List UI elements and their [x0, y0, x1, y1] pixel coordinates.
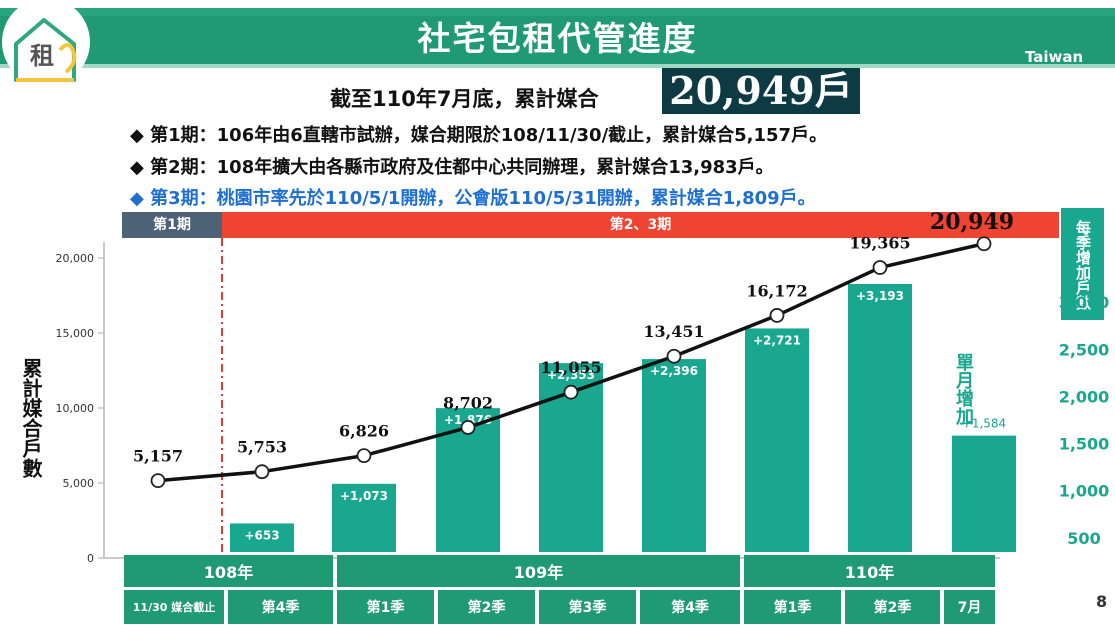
bullet-marker: ◆	[130, 125, 144, 146]
total-highlight: 20,949戶	[669, 68, 853, 113]
bullet-marker: ◆	[130, 188, 144, 209]
left-tick-label-0: 0	[87, 552, 94, 565]
year-label-110: 110年	[744, 555, 995, 587]
line-label-1: 5,753	[237, 438, 287, 457]
right-tick-label-2: 1,500	[1059, 435, 1110, 454]
right-tick-label-1: 1,000	[1059, 482, 1110, 501]
x-label-109-q1: 第1季	[337, 590, 434, 624]
bullet-text: 第3期：桃園市率先於110/5/1開辦，公會版110/5/31開辦，累計媒合1,…	[150, 188, 816, 209]
line-point-8	[976, 236, 992, 252]
right-axis-header	[1061, 208, 1104, 320]
line-point-1	[254, 464, 270, 480]
line-point-2	[356, 448, 372, 464]
line-label-8: 20,949	[930, 209, 1014, 235]
bar-6	[745, 328, 809, 552]
right-tick-label-0: 500	[1067, 529, 1100, 548]
bar-label-1: +653	[244, 528, 279, 542]
line-label-3: 8,702	[443, 393, 493, 412]
line-point-5	[666, 348, 682, 364]
bullet-phase3: ◆ 第3期：桃園市率先於110/5/1開辦，公會版110/5/31開辦，累計媒合…	[130, 184, 816, 210]
phase1-bar: 第1期	[122, 212, 222, 238]
right-tick-label-3: 2,000	[1059, 387, 1110, 406]
subtitle: 截至110年7月底，累計媒合	[330, 87, 599, 111]
left-tick-label-3: 15,000	[56, 327, 95, 340]
year-label-108: 108年	[124, 555, 333, 587]
x-label-110-q2: 第2季	[845, 590, 940, 624]
left-tick-label-4: 20,000	[56, 252, 95, 265]
line-point-6	[769, 308, 785, 323]
title-band	[0, 8, 1115, 64]
bar-2	[332, 483, 396, 552]
x-label-108-q4: 第4季	[228, 590, 333, 624]
brand-text: Taiwan	[1025, 48, 1084, 66]
line-point-0	[150, 473, 166, 489]
line-label-6: 16,172	[746, 281, 807, 300]
left-tick-label-2: 10,000	[56, 402, 95, 415]
bar-label-6: +2,721	[753, 333, 801, 347]
x-label-110-q1: 第1季	[744, 590, 841, 624]
bar-8	[952, 435, 1016, 552]
left-tick-label-1: 5,000	[63, 477, 95, 490]
bullet-text: 第2期：108年擴大由各縣市政府及住都中心共同辦理，累計媒合13,983戶。	[150, 157, 774, 178]
bar-label-7: +3,193	[856, 289, 904, 303]
page-number: 8	[1096, 592, 1108, 611]
page-title: 社宅包租代管進度	[417, 19, 698, 58]
line-label-4: 11,055	[540, 358, 601, 377]
bullet-marker: ◆	[130, 157, 144, 178]
bar-label-4: +2,353	[547, 368, 595, 382]
title-stripe	[0, 64, 1115, 68]
line-label-0: 5,157	[133, 447, 183, 466]
logo-glyph: 租	[30, 42, 54, 70]
line-label-7: 19,365	[849, 234, 910, 253]
x-label-110-jul: 7月	[944, 590, 995, 624]
line-label-2: 6,826	[339, 422, 389, 441]
bar-label-8: +1,584	[962, 417, 1006, 431]
line-point-3	[460, 420, 476, 435]
right-tick-label-5: 3,000	[1059, 293, 1110, 312]
bullet-phase2: ◆ 第2期：108年擴大由各縣市政府及住都中心共同辦理，累計媒合13,983戶。	[130, 153, 774, 179]
bar-label-5: +2,396	[650, 364, 698, 378]
line-point-4	[563, 384, 579, 400]
bar-5	[642, 359, 706, 552]
bar-annotation: 單月增加	[953, 353, 974, 425]
left-axis-title: 累計媒合戶數	[19, 358, 43, 478]
line-label-5: 13,451	[643, 322, 704, 341]
rental-logo-icon: 租	[2, 0, 90, 86]
x-label-109-q4: 第4季	[640, 590, 740, 624]
bar-1	[230, 523, 294, 552]
bullet-phase1: ◆ 第1期：106年由6直轄市試辦，媒合期限於108/11/30/截止，累計媒合…	[130, 121, 827, 147]
x-label-cutoff: 11/30 媒合截止	[124, 590, 224, 624]
line-point-7	[872, 260, 888, 275]
phase23-bar: 第2、3期	[222, 212, 1059, 238]
bar-7	[848, 283, 912, 552]
x-label-109-q3: 第3季	[539, 590, 636, 624]
total-box	[662, 68, 860, 114]
bar-label-2: +1,073	[340, 489, 388, 503]
right-axis-title: 每季增加戶數	[1074, 220, 1092, 310]
x-label-109-q2: 第2季	[438, 590, 535, 624]
bullet-text: 第1期：106年由6直轄市試辦，媒合期限於108/11/30/截止，累計媒合5,…	[150, 125, 828, 146]
right-tick-label-4: 2,500	[1059, 340, 1110, 359]
year-label-109: 109年	[337, 555, 740, 587]
